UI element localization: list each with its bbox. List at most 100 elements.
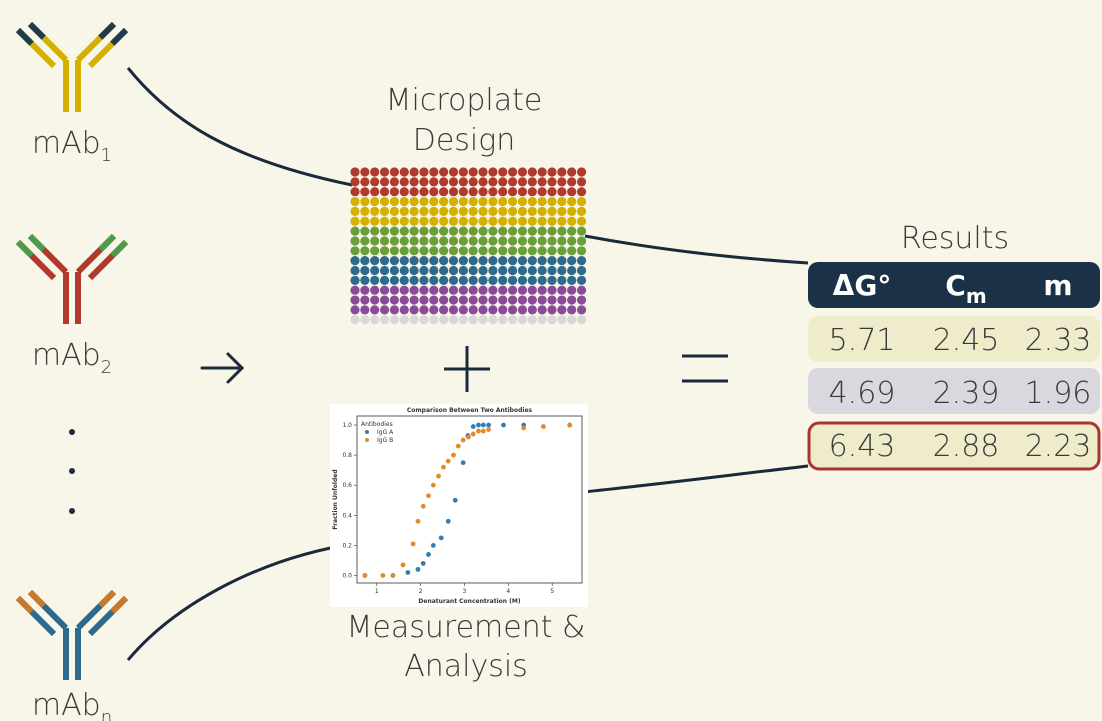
well (498, 266, 507, 275)
well (410, 207, 419, 216)
well (547, 256, 556, 265)
legend-marker (365, 430, 369, 434)
well (478, 197, 487, 206)
well (360, 236, 369, 245)
well (380, 217, 389, 226)
well (488, 256, 497, 265)
well (547, 286, 556, 295)
well (508, 177, 517, 186)
well (518, 207, 527, 216)
well (390, 256, 399, 265)
table-cell: 2.39 (933, 376, 1000, 411)
well (390, 227, 399, 236)
data-point (431, 483, 436, 488)
well (528, 266, 537, 275)
well (390, 315, 399, 324)
well (429, 246, 438, 255)
data-point (446, 459, 451, 464)
well (360, 266, 369, 275)
well (370, 315, 379, 324)
well (370, 187, 379, 196)
well (498, 286, 507, 295)
inset-chart: Comparison Between Two AntibodiesDenatur… (330, 404, 588, 607)
well (380, 187, 389, 196)
data-point (567, 423, 572, 428)
measurement-title: Measurement & (347, 610, 586, 645)
x-tick-label: 3 (463, 588, 467, 595)
data-point (453, 498, 458, 503)
well (400, 177, 409, 186)
well (577, 177, 586, 186)
well (350, 246, 359, 255)
data-point (466, 435, 471, 440)
well (419, 286, 428, 295)
well (380, 295, 389, 304)
well (577, 246, 586, 255)
table-cell: 4.69 (829, 376, 896, 411)
well (429, 197, 438, 206)
well (508, 217, 517, 226)
well (518, 236, 527, 245)
well (449, 315, 458, 324)
data-point (471, 432, 476, 437)
well (380, 305, 389, 314)
data-point (456, 444, 461, 449)
well (410, 197, 419, 206)
well (380, 197, 389, 206)
well (577, 295, 586, 304)
well (538, 197, 547, 206)
well (528, 167, 537, 176)
well (538, 246, 547, 255)
well (567, 177, 576, 186)
well (567, 207, 576, 216)
well (449, 256, 458, 265)
well (429, 315, 438, 324)
well (488, 305, 497, 314)
well (350, 167, 359, 176)
well (390, 286, 399, 295)
well (439, 197, 448, 206)
well (360, 295, 369, 304)
well (557, 236, 566, 245)
well (567, 266, 576, 275)
well (498, 217, 507, 226)
well (459, 266, 468, 275)
data-point (405, 570, 410, 575)
well (508, 286, 517, 295)
well (488, 286, 497, 295)
well (439, 236, 448, 245)
well (469, 266, 478, 275)
well (488, 167, 497, 176)
antibody-label: mAbn (32, 688, 112, 721)
well (449, 246, 458, 255)
well (419, 266, 428, 275)
well (390, 187, 399, 196)
well (410, 217, 419, 226)
x-axis-label: Denaturant Concentration (M) (418, 598, 520, 605)
x-tick-label: 1 (375, 588, 379, 595)
well (449, 276, 458, 285)
well (538, 207, 547, 216)
well (547, 315, 556, 324)
well (459, 197, 468, 206)
well (557, 167, 566, 176)
well (469, 246, 478, 255)
well (419, 167, 428, 176)
well (370, 217, 379, 226)
well (528, 217, 537, 226)
well (488, 217, 497, 226)
well (419, 305, 428, 314)
data-point (461, 460, 466, 465)
header-subscript: m (966, 284, 987, 308)
well (518, 197, 527, 206)
well (577, 266, 586, 275)
well (350, 227, 359, 236)
antibody-name: mAb (32, 126, 101, 161)
well (360, 197, 369, 206)
well (567, 286, 576, 295)
y-tick-label: 0.2 (342, 542, 352, 549)
well (350, 236, 359, 245)
well (508, 187, 517, 196)
y-axis-label: Fraction Unfolded (332, 469, 339, 529)
table-cell: 6.43 (829, 429, 896, 464)
